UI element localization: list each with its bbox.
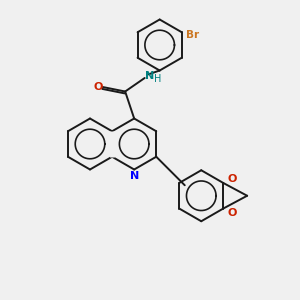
Text: H: H — [154, 74, 162, 85]
Text: O: O — [227, 173, 236, 184]
Text: N: N — [130, 171, 139, 181]
Text: Br: Br — [186, 30, 199, 40]
Text: O: O — [227, 208, 236, 218]
Text: O: O — [94, 82, 103, 92]
Text: N: N — [145, 71, 154, 81]
